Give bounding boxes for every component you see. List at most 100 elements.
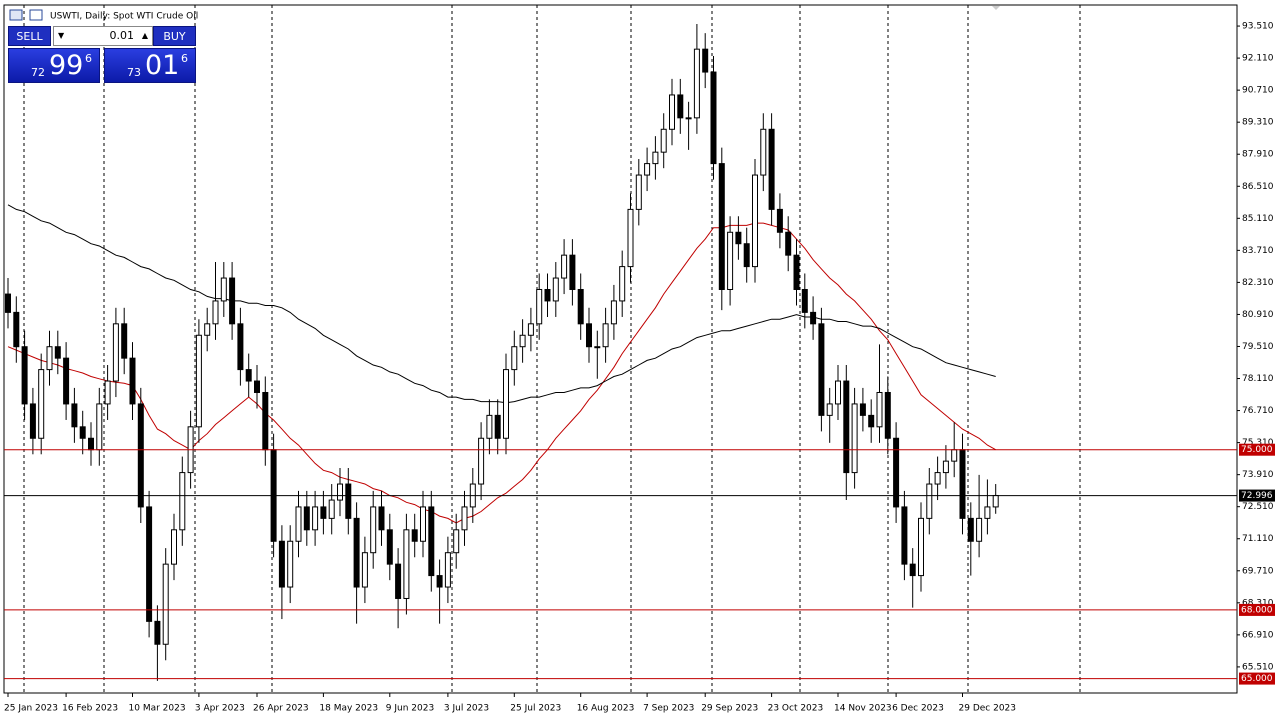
shift-marker: [992, 6, 1000, 10]
candle-body: [345, 483, 352, 519]
candle-body: [743, 243, 750, 268]
y-tick-label: 69.710: [1242, 566, 1274, 576]
sell-button[interactable]: SELL: [8, 26, 51, 46]
candle-body: [835, 380, 841, 405]
candle-body: [195, 334, 202, 428]
x-tick-label: 16 Aug 2023: [577, 704, 635, 714]
lot-up[interactable]: ▲: [141, 31, 148, 40]
candle-body: [785, 231, 792, 256]
candle-body: [428, 506, 435, 577]
candle-body: [577, 288, 584, 325]
lot-down[interactable]: ▼: [58, 31, 65, 40]
candle-body: [652, 151, 659, 165]
candle-body: [254, 380, 260, 393]
y-tick-label: 92.110: [1242, 54, 1274, 64]
x-tick-label: 18 May 2023: [319, 704, 378, 714]
candle-body: [801, 288, 808, 313]
y-tick-label: 72.510: [1242, 502, 1274, 512]
candle-body: [768, 128, 775, 210]
candle-body: [594, 346, 601, 349]
candle-body: [5, 293, 11, 313]
ask-box[interactable]: 73 01 6: [104, 48, 196, 83]
candle-body: [461, 506, 468, 531]
candle-body: [602, 323, 609, 348]
x-tick-label: 25 Jan 2023: [4, 704, 58, 714]
y-tick-label: 87.910: [1242, 150, 1274, 160]
candle-body: [295, 506, 302, 542]
candle-body: [685, 117, 692, 120]
candle-body: [561, 254, 568, 279]
candle-body: [54, 346, 61, 359]
candle-body: [411, 529, 418, 542]
lot-value[interactable]: 0.01: [109, 29, 135, 42]
bid-box[interactable]: 72 99 6: [8, 48, 100, 83]
candle-body: [494, 414, 501, 439]
candle-body: [793, 254, 800, 290]
candle-body: [735, 231, 742, 245]
candle-body: [710, 71, 717, 165]
y-tick-label: 85.110: [1242, 214, 1274, 224]
ask-main: 01: [145, 50, 180, 81]
level-label: 68.000: [1241, 605, 1273, 615]
candle-body: [303, 506, 310, 531]
x-tick-label: 3 Apr 2023: [195, 704, 245, 714]
x-tick-label: 25 Jul 2023: [510, 704, 561, 714]
candle-body: [171, 529, 177, 565]
candle-body: [503, 369, 509, 439]
candle-body: [644, 163, 651, 176]
candle-body: [262, 391, 269, 451]
candle-body: [544, 288, 551, 302]
candle-body: [320, 506, 327, 519]
moving-average: [7, 222, 996, 524]
candle-body: [378, 506, 385, 531]
candle-body: [444, 552, 451, 588]
candle-body: [237, 323, 244, 371]
candle-body: [88, 437, 94, 451]
y-tick-label: 82.310: [1242, 278, 1274, 288]
chart-title: USWTI, Daily: Spot WTI Crude Oil: [50, 12, 198, 22]
bid-big: 72: [31, 66, 45, 79]
candle-body: [951, 449, 958, 462]
y-tick-label: 83.710: [1242, 246, 1274, 256]
candle-body: [129, 357, 136, 405]
candle-body: [901, 506, 908, 565]
y-tick-label: 79.510: [1242, 342, 1274, 352]
y-tick-label: 93.510: [1242, 22, 1274, 32]
candle-body: [436, 575, 443, 588]
y-tick-label: 86.510: [1242, 182, 1274, 192]
candle-body: [909, 563, 916, 577]
lot-field[interactable]: ▼ 0.01 ▲: [53, 26, 153, 46]
title-icons: [9, 9, 43, 21]
ask-small: 6: [181, 52, 188, 65]
candle-body: [934, 472, 941, 485]
candle-body: [627, 208, 634, 268]
candle-body: [718, 163, 725, 290]
candle-body: [112, 323, 119, 382]
y-tick-label: 90.710: [1242, 86, 1274, 96]
candle-body: [104, 380, 111, 405]
candle-body: [162, 563, 169, 645]
candle-body: [992, 494, 999, 508]
x-tick-label: 7 Sep 2023: [643, 704, 694, 714]
level-label: 65.000: [1241, 674, 1273, 684]
candle-body: [586, 323, 592, 348]
candle-body: [312, 506, 319, 531]
candle-body: [702, 48, 709, 73]
candle-body: [370, 506, 377, 554]
y-tick-label: 68.310: [1242, 598, 1274, 608]
candle-body: [635, 174, 642, 210]
candle-body: [752, 174, 758, 268]
candle-body: [693, 48, 700, 119]
candle-body: [843, 380, 850, 474]
moving-average: [7, 204, 996, 404]
candle-body: [46, 346, 53, 371]
candle-body: [569, 254, 576, 290]
candle-body: [727, 231, 734, 290]
buy-button[interactable]: BUY: [153, 26, 196, 46]
candle-body: [619, 266, 626, 302]
y-tick-label: 75.310: [1242, 438, 1274, 448]
candle-body: [179, 472, 186, 531]
y-tick-label: 71.110: [1242, 534, 1274, 544]
candle-body: [818, 323, 825, 416]
candle-body: [21, 346, 28, 405]
